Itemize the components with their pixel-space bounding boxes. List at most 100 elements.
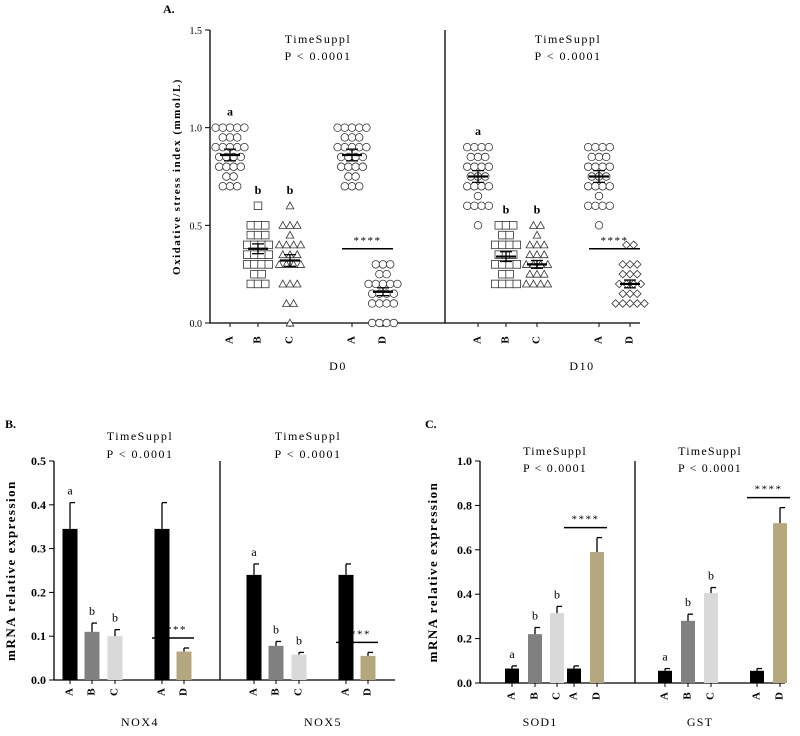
p-value-label-C: P < 0.0001 — [678, 461, 742, 475]
x-tick-label-A: A — [659, 692, 671, 700]
data-point — [525, 240, 535, 249]
data-point — [632, 260, 642, 269]
data-point — [347, 133, 357, 142]
x-tick-label-A: A — [156, 688, 168, 696]
data-point — [281, 240, 291, 249]
data-point — [389, 299, 398, 308]
data-point — [296, 259, 306, 268]
data-point — [594, 221, 604, 230]
x-tick-label-B: B — [529, 692, 541, 700]
data-point — [490, 260, 500, 269]
x-tick-label-A: A — [568, 692, 580, 700]
data-point — [640, 299, 649, 308]
data-point — [229, 172, 238, 181]
bar-C — [550, 613, 564, 683]
data-point — [222, 172, 231, 181]
data-point — [236, 162, 245, 171]
x-group-label-D0: D0 — [329, 359, 347, 373]
data-point — [257, 250, 266, 259]
data-point — [232, 142, 242, 152]
bar-D — [176, 651, 192, 680]
p-value-label-A: P < 0.0001 — [535, 49, 602, 63]
data-point — [598, 201, 607, 210]
data-point — [629, 240, 638, 250]
data-point — [240, 142, 249, 152]
data-point — [225, 133, 235, 142]
group-letter: b — [534, 202, 541, 216]
data-point — [289, 240, 299, 249]
data-point — [484, 201, 493, 210]
data-point — [281, 298, 291, 307]
data-point — [218, 123, 227, 132]
data-point — [470, 162, 479, 171]
significance-stars: **** — [354, 235, 382, 247]
data-point — [498, 230, 507, 240]
data-point — [250, 269, 259, 279]
bar-B — [268, 645, 284, 680]
panel-label-C: C. — [425, 417, 437, 431]
data-point — [473, 191, 483, 201]
data-point — [484, 162, 493, 171]
data-point — [591, 182, 600, 191]
y-tick-label-A: 0.5 — [190, 221, 203, 232]
data-point — [355, 182, 364, 191]
data-point — [618, 289, 628, 299]
data-point — [587, 152, 596, 162]
y-tick-label-B: 0.0 — [31, 673, 46, 687]
data-point — [477, 201, 486, 210]
bar-D — [590, 552, 604, 683]
data-point — [382, 269, 391, 279]
x-tick-label-A: A — [593, 336, 605, 344]
y-axis-label-A: Oxidative stress index (mmol/L) — [171, 78, 183, 275]
data-point — [382, 299, 391, 308]
data-point — [505, 230, 514, 240]
x-tick-label-A: A — [64, 688, 76, 696]
y-tick-label-A: 1.0 — [190, 124, 203, 135]
data-point — [525, 250, 535, 259]
data-point — [594, 152, 604, 162]
data-point — [539, 269, 549, 278]
x-tick-label-B: B — [86, 688, 98, 696]
data-point — [473, 221, 483, 230]
x-tick-label-A: A — [506, 692, 518, 700]
panel-label-B: B. — [5, 417, 16, 431]
data-point — [466, 152, 475, 162]
bar-A — [154, 528, 170, 680]
bar-A — [658, 670, 672, 683]
data-point — [232, 182, 242, 191]
data-point — [591, 201, 600, 210]
data-point — [532, 269, 542, 278]
x-tick-label-C: C — [293, 688, 305, 696]
data-point — [473, 152, 483, 162]
data-point — [484, 182, 493, 191]
data-point — [229, 162, 238, 171]
x-tick-label-C: C — [284, 336, 296, 344]
data-point — [260, 279, 270, 289]
data-point — [543, 279, 553, 288]
y-tick-label-B: 0.3 — [31, 542, 46, 556]
data-point — [484, 142, 493, 152]
bar-C — [107, 636, 123, 680]
data-point — [602, 152, 611, 162]
data-point — [296, 240, 306, 249]
y-tick-label-C: 1.0 — [457, 454, 472, 468]
data-point — [463, 142, 472, 152]
data-point — [246, 279, 255, 289]
data-point — [393, 279, 402, 289]
data-point — [333, 142, 342, 152]
data-point — [501, 221, 511, 230]
p-value-label-B: P < 0.0001 — [275, 447, 342, 461]
data-point — [375, 318, 384, 328]
data-point — [264, 250, 273, 259]
p-value-label-C: P < 0.0001 — [523, 461, 587, 475]
data-point — [344, 172, 353, 181]
group-letter: b — [273, 622, 279, 636]
data-point — [264, 260, 273, 269]
data-point — [584, 162, 593, 171]
data-point — [351, 172, 360, 181]
data-point — [389, 318, 398, 328]
bar-B — [528, 634, 542, 683]
data-point — [584, 201, 593, 210]
data-point — [477, 162, 486, 171]
x-tick-label-B: B — [500, 336, 512, 344]
